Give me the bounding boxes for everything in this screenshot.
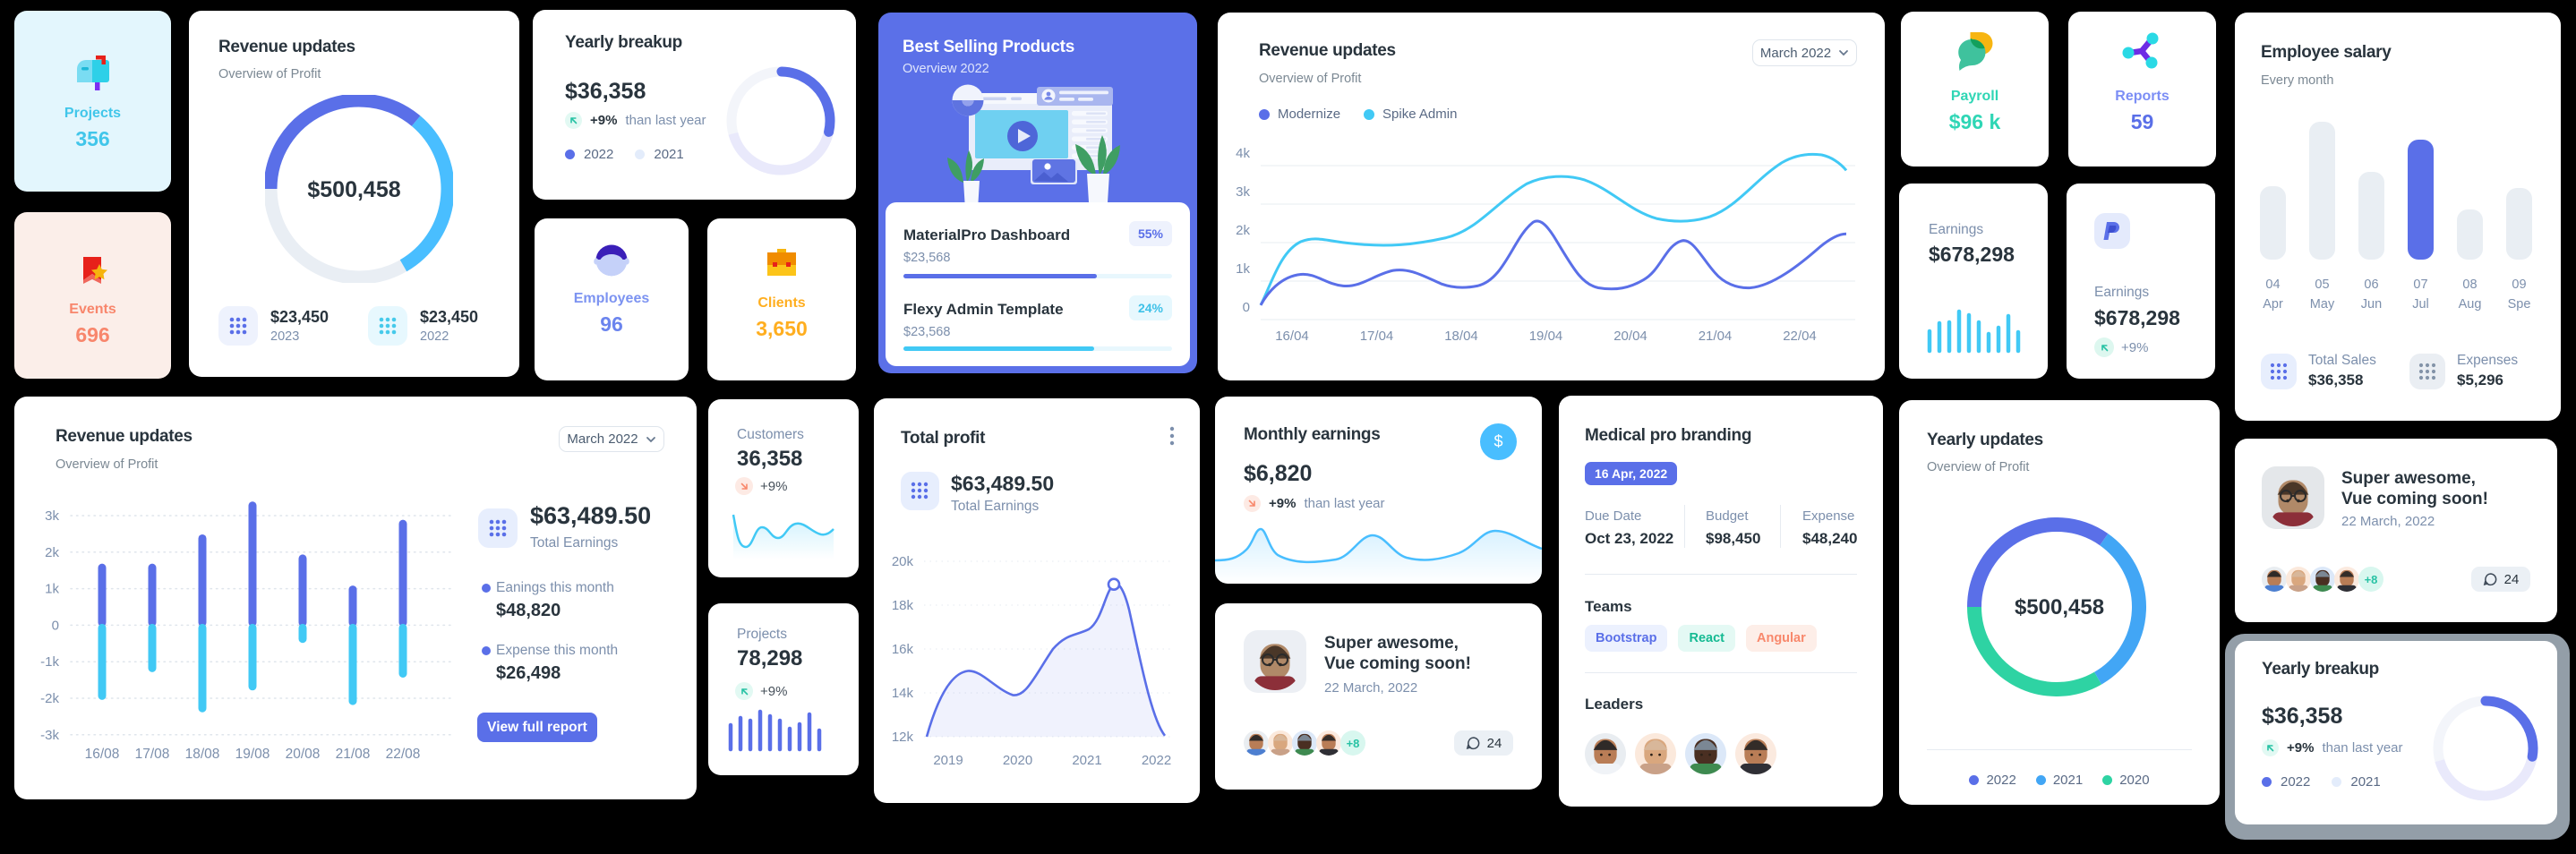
svg-text:16k: 16k	[892, 642, 914, 657]
svg-text:12k: 12k	[892, 730, 914, 745]
svg-text:2022: 2022	[1142, 753, 1171, 768]
svg-text:4k: 4k	[1236, 146, 1250, 161]
svg-text:16/04: 16/04	[1275, 329, 1309, 344]
svg-text:0: 0	[1243, 300, 1250, 315]
svg-text:20k: 20k	[892, 554, 914, 569]
svg-text:0: 0	[52, 618, 59, 633]
svg-text:04: 04	[2265, 278, 2280, 292]
svg-text:14k: 14k	[892, 686, 914, 701]
svg-text:09: 09	[2512, 278, 2526, 292]
svg-text:2021: 2021	[1072, 753, 1101, 768]
svg-text:18/04: 18/04	[1444, 329, 1478, 344]
svg-text:Apr: Apr	[2263, 297, 2283, 312]
svg-text:19/08: 19/08	[235, 747, 270, 762]
svg-text:07: 07	[2413, 278, 2427, 292]
svg-text:20/08: 20/08	[286, 747, 321, 762]
svg-text:18/08: 18/08	[185, 747, 220, 762]
svg-text:17/04: 17/04	[1360, 329, 1394, 344]
svg-text:2k: 2k	[1236, 223, 1250, 238]
svg-text:17/08: 17/08	[135, 747, 170, 762]
svg-text:21/04: 21/04	[1699, 329, 1733, 344]
svg-text:16/08: 16/08	[85, 747, 120, 762]
svg-text:19/04: 19/04	[1529, 329, 1563, 344]
svg-text:Jul: Jul	[2412, 297, 2429, 312]
svg-text:2020: 2020	[1003, 753, 1032, 768]
svg-text:1k: 1k	[1236, 261, 1250, 277]
svg-text:08: 08	[2462, 278, 2477, 292]
svg-text:22/04: 22/04	[1783, 329, 1817, 344]
svg-text:18k: 18k	[892, 598, 914, 613]
svg-text:-1k: -1k	[40, 654, 59, 670]
svg-text:Spe: Spe	[2508, 297, 2531, 312]
svg-text:+8: +8	[1347, 737, 1360, 750]
svg-text:+8: +8	[2365, 573, 2378, 586]
svg-text:3k: 3k	[45, 508, 59, 524]
svg-text:2k: 2k	[45, 545, 59, 560]
svg-text:-3k: -3k	[40, 728, 59, 743]
svg-text:20/04: 20/04	[1613, 329, 1647, 344]
svg-text:21/08: 21/08	[336, 747, 371, 762]
svg-text:-2k: -2k	[40, 691, 59, 706]
svg-text:22/08: 22/08	[386, 747, 421, 762]
svg-text:2019: 2019	[933, 753, 963, 768]
svg-text:05: 05	[2315, 278, 2329, 292]
svg-text:1k: 1k	[45, 582, 59, 597]
svg-text:3k: 3k	[1236, 184, 1250, 200]
svg-text:Jun: Jun	[2361, 297, 2382, 312]
svg-text:06: 06	[2364, 278, 2378, 292]
svg-text:May: May	[2310, 297, 2335, 312]
svg-text:Aug: Aug	[2459, 297, 2482, 312]
